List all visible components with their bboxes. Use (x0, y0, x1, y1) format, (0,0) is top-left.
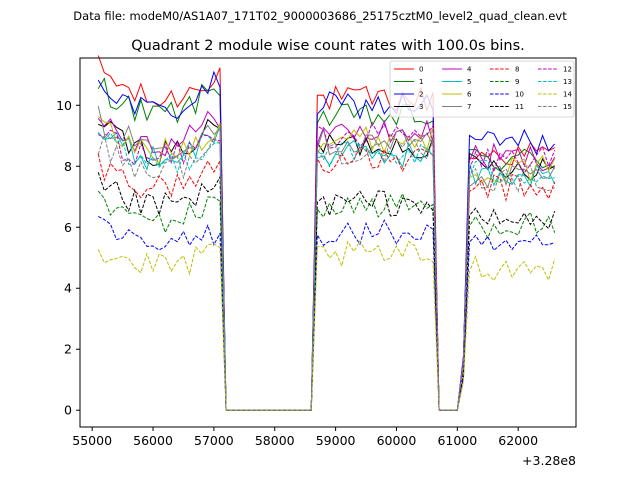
x-tick-label-58000: 58000 (255, 433, 295, 448)
x-tick-label-60000: 60000 (377, 433, 417, 448)
series-line-9 (97, 190, 556, 411)
x-tick-label-61000: 61000 (437, 433, 477, 448)
legend-label-3: 3 (419, 103, 423, 111)
series-line-3 (98, 118, 555, 411)
legend-label-9: 9 (515, 78, 519, 86)
legend-box (389, 60, 575, 118)
x-tick-label-57000: 57000 (194, 433, 234, 448)
legend-label-4: 4 (467, 66, 472, 74)
x-axis: 55000 56000 57000 58000 59000 60000 61000 62000 (72, 427, 538, 448)
series-line-5 (97, 125, 556, 411)
legend-label-6: 6 (467, 91, 472, 99)
series-line-8 (97, 145, 556, 411)
series-line-2 (97, 70, 556, 411)
axes-frame (79, 57, 577, 428)
series-line-11 (97, 172, 556, 411)
series-line-1 (97, 77, 555, 411)
y-tick-label-2: 2 (64, 342, 72, 357)
legend-label-11: 11 (515, 103, 524, 111)
series-line-15 (97, 132, 555, 411)
legend-label-1: 1 (419, 78, 423, 86)
legend-label-15: 15 (563, 103, 572, 111)
legend-label-12: 12 (563, 66, 572, 74)
legend-label-8: 8 (515, 66, 519, 74)
x-offset-label: +3.28e8 (522, 453, 576, 468)
legend-label-5: 5 (467, 78, 471, 86)
series-line-0 (97, 55, 555, 411)
series-line-13 (97, 131, 555, 411)
y-tick-label-0: 0 (64, 403, 72, 418)
series-line-10 (98, 215, 555, 411)
y-tick-label-4: 4 (64, 281, 72, 296)
y-tick-label-6: 6 (64, 220, 72, 235)
legend-label-7: 7 (467, 103, 471, 111)
legend-label-14: 14 (563, 91, 572, 99)
legend-label-0: 0 (419, 66, 423, 74)
legend-label-2: 2 (419, 91, 423, 99)
x-tick-label-56000: 56000 (133, 433, 173, 448)
x-tick-label-59000: 59000 (316, 433, 356, 448)
x-tick-label-62000: 62000 (498, 433, 538, 448)
series-line-4 (97, 110, 556, 411)
plot-area (97, 55, 556, 411)
y-axis: 0 2 4 6 8 10 (56, 98, 80, 418)
x-tick-label-55000: 55000 (72, 433, 112, 448)
y-tick-label-8: 8 (64, 159, 72, 174)
suptitle: Data file: modeM0/AS1A07_171T02_90000036… (73, 9, 567, 23)
legend-label-10: 10 (515, 91, 524, 99)
series-line-12 (98, 121, 556, 411)
legend-label-13: 13 (563, 78, 572, 86)
chart-title: Quadrant 2 module wise count rates with … (131, 38, 525, 54)
y-tick-label-10: 10 (56, 98, 72, 113)
series-line-14 (97, 240, 556, 411)
